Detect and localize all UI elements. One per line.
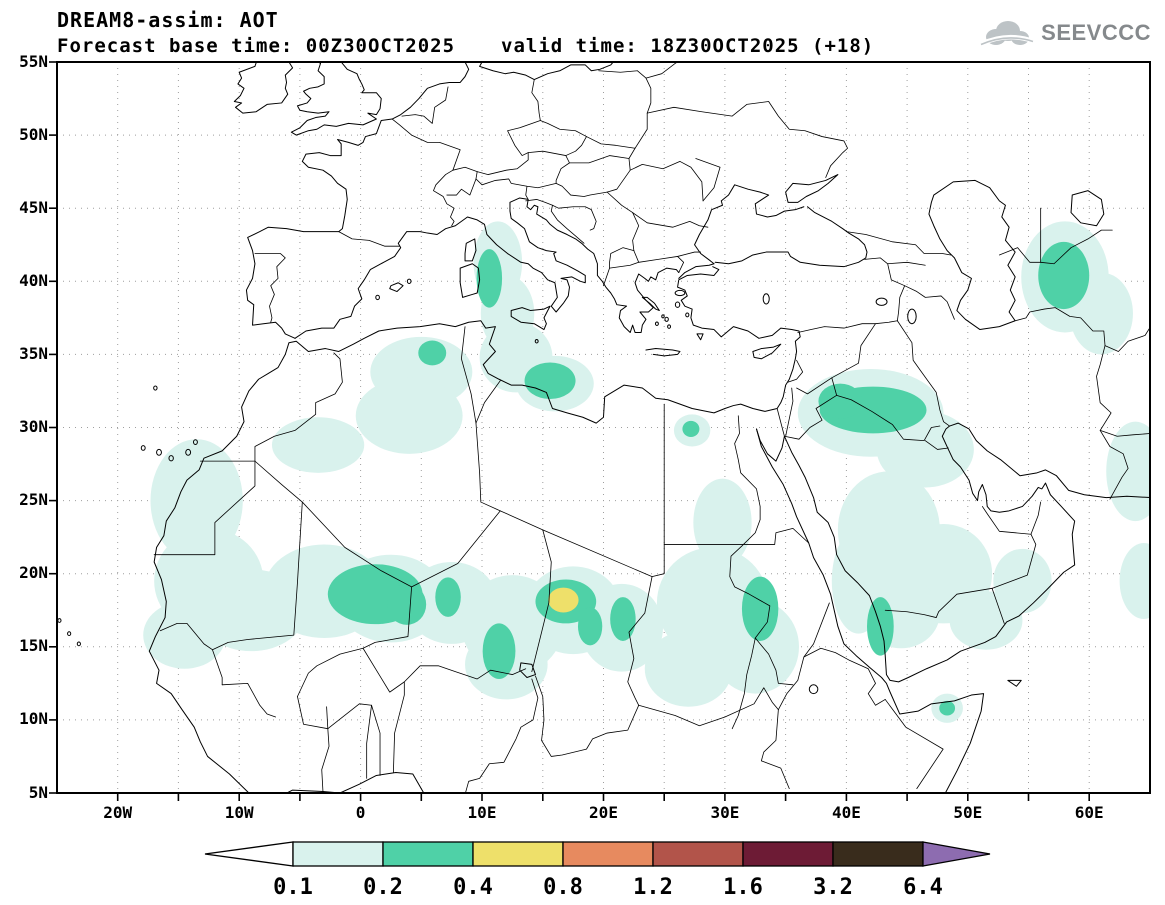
colorbar-label: 3.2	[813, 875, 853, 900]
country-borders	[154, 58, 1152, 795]
valid-time-text: valid time: 18Z30OCT2025 (+18)	[501, 35, 875, 57]
colorbar-segment	[472, 841, 564, 867]
lat-label: 20N	[19, 563, 48, 582]
lat-label: 35N	[19, 344, 48, 363]
lon-label: 0	[356, 803, 366, 822]
colorbar-segment	[562, 841, 654, 867]
lon-axis-labels: 20W 10W 0 10E 20E 30E 40E 50E 60E	[103, 803, 1103, 822]
colorbar-label: 6.4	[903, 875, 943, 900]
lon-label: 40E	[832, 803, 861, 822]
axis-ticks	[49, 61, 1090, 801]
lon-label: 60E	[1075, 803, 1104, 822]
colorbar-label: 0.1	[273, 875, 313, 900]
lon-label: 10W	[225, 803, 254, 822]
lat-label: 45N	[19, 198, 48, 217]
colorbar-label: 0.2	[363, 875, 403, 900]
colorbar-bar	[204, 841, 991, 867]
lat-label: 40N	[19, 271, 48, 290]
colorbar-segment	[652, 841, 744, 867]
aot-fill-level-0p1	[143, 221, 1150, 723]
plot-title: DREAM8-assim: AOT	[57, 8, 279, 32]
lon-label: 20E	[589, 803, 618, 822]
base-time-text: Forecast base time: 00Z30OCT2025	[57, 35, 456, 57]
colorbar-segment	[742, 841, 834, 867]
colorbar-segment	[292, 841, 384, 867]
colorbar-left-arrow	[204, 841, 294, 867]
lat-label: 25N	[19, 490, 48, 509]
lon-label: 30E	[710, 803, 739, 822]
lat-label: 5N	[29, 783, 48, 802]
logo-text: SEEVCCC	[1041, 20, 1151, 45]
lon-label: 50E	[953, 803, 982, 822]
plot-subtitle: Forecast base time: 00Z30OCT2025 valid ti…	[57, 35, 874, 57]
coastlines	[58, 50, 1153, 804]
forecast-map: 55N 50N 45N 40N 35N 30N 25N 20N 15N 10N …	[19, 50, 1153, 822]
colorbar-label: 0.8	[543, 875, 583, 900]
colorbar: 0.1 0.2 0.4 0.8 1.2 1.6 3.2 6.4	[204, 841, 991, 900]
plot-header: DREAM8-assim: AOT Forecast base time: 00…	[57, 8, 874, 57]
colorbar-labels: 0.1 0.2 0.4 0.8 1.2 1.6 3.2 6.4	[273, 875, 943, 900]
seevccc-logo: SEEVCCC	[980, 16, 1151, 50]
lat-label: 10N	[19, 709, 48, 728]
lat-label: 15N	[19, 636, 48, 655]
colorbar-segment	[832, 841, 924, 867]
colorbar-label: 0.4	[453, 875, 493, 900]
colorbar-right-arrow	[922, 841, 991, 867]
map-frame	[56, 61, 1151, 794]
lon-label: 20W	[103, 803, 132, 822]
lat-label: 50N	[19, 125, 48, 144]
colorbar-label: 1.6	[723, 875, 763, 900]
colorbar-segment	[382, 841, 474, 867]
aot-fill-level-0p4	[548, 587, 579, 613]
lat-label: 30N	[19, 417, 48, 436]
lat-label: 55N	[19, 52, 48, 71]
colorbar-label: 1.2	[633, 875, 673, 900]
lat-axis-labels: 55N 50N 45N 40N 35N 30N 25N 20N 15N 10N …	[19, 52, 48, 802]
cloud-icon	[980, 21, 1034, 47]
graticule	[57, 62, 1150, 793]
lon-label: 10E	[468, 803, 497, 822]
